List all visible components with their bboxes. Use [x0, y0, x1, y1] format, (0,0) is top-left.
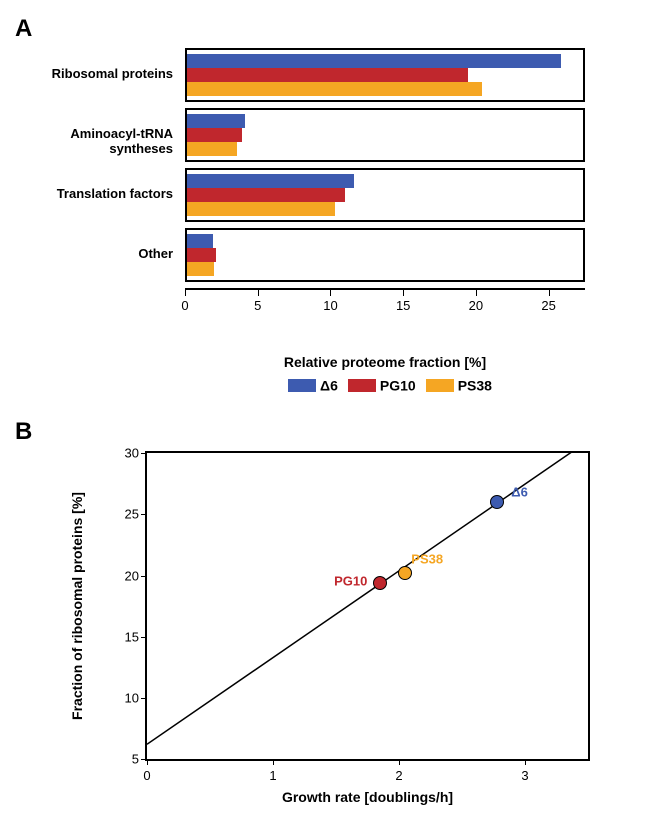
- bar: [187, 188, 345, 202]
- x-tick-label: 10: [323, 298, 337, 313]
- y-axis-title: Fraction of ribosomal proteins [%]: [69, 492, 85, 720]
- bar: [187, 54, 561, 68]
- x-tick-label-b: 1: [269, 768, 276, 783]
- y-tick-label: 5: [113, 752, 139, 767]
- category-label: Ribosomal proteins: [13, 66, 173, 81]
- legend-label: PG10: [380, 377, 416, 393]
- legend-label: Δ6: [320, 377, 338, 393]
- panel-a-label: A: [15, 15, 631, 43]
- bar: [187, 114, 245, 128]
- bar: [187, 174, 354, 188]
- legend-swatch: [348, 379, 376, 392]
- legend-label: PS38: [458, 377, 492, 393]
- y-tick-label: 15: [113, 629, 139, 644]
- bar: [187, 234, 213, 248]
- bar: [187, 142, 237, 156]
- y-tick-label: 25: [113, 507, 139, 522]
- panel-b: B Fraction of ribosomal proteins [%] 510…: [15, 418, 631, 805]
- point-label: PG10: [334, 574, 367, 589]
- x-tick-label: 15: [396, 298, 410, 313]
- bar: [187, 202, 335, 216]
- bar: [187, 82, 482, 96]
- data-point: [398, 566, 412, 580]
- bar-group: Ribosomal proteins: [185, 48, 585, 102]
- y-tick-label: 30: [113, 446, 139, 461]
- bar: [187, 262, 214, 276]
- x-tick-label: 0: [181, 298, 188, 313]
- category-label: Other: [13, 246, 173, 261]
- category-label: Aminoacyl-tRNA syntheses: [13, 126, 173, 156]
- x-tick-label: 20: [469, 298, 483, 313]
- bar-group: Aminoacyl-tRNA syntheses: [185, 108, 585, 162]
- x-tick-label-b: 0: [143, 768, 150, 783]
- bar-chart: Ribosomal proteins Aminoacyl-tRNA synthes…: [185, 48, 585, 370]
- x-tick-label-b: 3: [521, 768, 528, 783]
- bar: [187, 68, 468, 82]
- panel-a: A Ribosomal proteins Aminoacyl-tRNA synth…: [15, 15, 631, 393]
- bar: [187, 128, 242, 142]
- point-label: PS38: [411, 552, 443, 567]
- x-axis: 0510152025: [185, 288, 585, 330]
- x-axis-title: Relative proteome fraction [%]: [185, 354, 585, 370]
- bar-group: Translation factors: [185, 168, 585, 222]
- x-tick-label: 25: [541, 298, 555, 313]
- legend: Δ6 PG10 PS38: [185, 376, 585, 393]
- panel-b-label: B: [15, 418, 631, 446]
- x-tick-label-b: 2: [395, 768, 402, 783]
- data-point: [490, 495, 504, 509]
- y-tick-label: 10: [113, 691, 139, 706]
- legend-swatch: [288, 379, 316, 392]
- y-tick-label: 20: [113, 568, 139, 583]
- bar-group: Other: [185, 228, 585, 282]
- category-label: Translation factors: [13, 186, 173, 201]
- x-tick-label: 5: [254, 298, 261, 313]
- legend-swatch: [426, 379, 454, 392]
- bar: [187, 248, 216, 262]
- scatter-plot: Fraction of ribosomal proteins [%] 51015…: [145, 451, 590, 761]
- x-axis-title-b: Growth rate [doublings/h]: [145, 789, 590, 805]
- point-label: Δ6: [511, 485, 528, 500]
- data-point: [373, 576, 387, 590]
